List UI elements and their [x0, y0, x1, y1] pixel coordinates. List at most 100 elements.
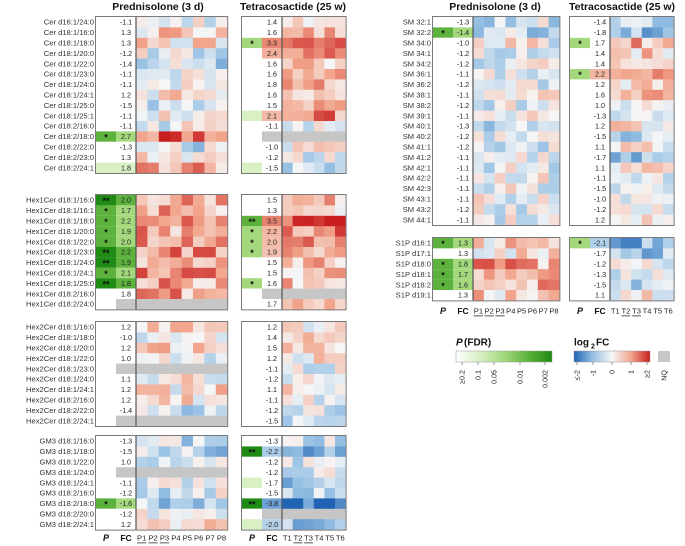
pred-p-cell — [96, 79, 116, 90]
pred-fc-cell — [116, 48, 136, 59]
pred-fc-cell — [453, 183, 473, 194]
pred-sample-cell — [193, 257, 205, 269]
tetra-p-cell — [242, 288, 262, 299]
tetra-sample-cell — [620, 58, 632, 70]
tetra-sample-cell — [631, 214, 643, 226]
pred-sample-cell — [505, 214, 517, 226]
tetra-fc-cell — [590, 27, 610, 38]
tetra-sample-cell — [641, 100, 653, 111]
tetra-fc-cell — [262, 89, 282, 101]
tetra-sample-cell — [663, 48, 674, 59]
pred-panel-hex2cer — [95, 321, 229, 427]
pred-sample-cell — [527, 58, 539, 70]
pred-fc-cell — [116, 332, 136, 343]
tetra-sample-cell — [303, 467, 315, 478]
pred-sample-cell — [181, 384, 194, 396]
pred-sample-cell — [204, 508, 217, 520]
pred-sample-cell — [158, 508, 171, 520]
pred-sample-cell — [548, 27, 560, 39]
pred-sample-cell — [505, 162, 517, 174]
pred-sample-cell — [204, 322, 217, 333]
tetra-sample-cell — [335, 236, 346, 248]
tetra-sample-cell — [610, 89, 621, 101]
tetra-sample-cell — [335, 247, 346, 258]
tetra-sample-cell — [303, 488, 315, 499]
pred-sample-cell — [483, 79, 495, 91]
pred-sample-cell — [158, 141, 171, 153]
pred-fc-value: -1.4 — [120, 59, 132, 68]
pred-fc-value: -1.1 — [120, 18, 132, 27]
pred-sample-cell — [494, 58, 506, 70]
row-label-hex2cer-8: Hex2Cer d18:2/22:0 — [26, 406, 94, 415]
tetra-sample-cell — [313, 353, 325, 364]
pred-sample-cell — [473, 27, 485, 39]
tetra-sample-cell — [324, 79, 336, 91]
tetra-sample-cell — [313, 415, 325, 427]
pred-sample-cell — [170, 299, 182, 310]
tetra-sample-cell — [631, 152, 643, 163]
pred-sample-cell — [147, 288, 160, 300]
pred-sample-cell — [215, 363, 228, 375]
pred-p-cell — [96, 288, 116, 299]
pred-sample-cell — [548, 193, 560, 205]
tetra-sample-cell — [335, 162, 346, 174]
pred-fc-cell — [453, 204, 473, 215]
pred-sample-cell — [136, 353, 148, 364]
tetra-sample-cell — [292, 519, 304, 530]
pred-p-cell — [433, 131, 453, 142]
tetra-p-cell — [570, 279, 590, 290]
tetra-sample-cell — [282, 195, 293, 206]
tetra-significance-mark: ** — [248, 448, 256, 458]
legend-fc-title-sub: 2 — [591, 344, 595, 351]
pred-sample-cell — [204, 405, 217, 416]
tetra-p-cell — [570, 204, 590, 215]
pred-p-cell — [96, 141, 116, 153]
pred-sample-cell — [170, 236, 182, 248]
header-sample-p4-left: P4 — [171, 534, 180, 543]
pred-sample-cell — [537, 121, 549, 132]
row-label-gm3-0: GM3 d18:1/16:0 — [40, 437, 94, 446]
tetra-sample-cell — [610, 290, 621, 301]
pred-fc-value: 1.1 — [121, 375, 131, 384]
tetra-fc-cell — [262, 363, 282, 374]
header-p-tetra-right: P — [577, 306, 584, 316]
pred-sample-cell — [147, 384, 160, 396]
pred-sample-cell — [147, 257, 160, 269]
pred-fc-value: -1.5 — [120, 447, 132, 456]
pred-sample-cell — [548, 173, 560, 184]
pred-sample-cell — [483, 269, 495, 280]
tetra-p-cell — [242, 205, 262, 216]
pred-sample-cell — [170, 363, 182, 375]
legend-fc-tick-label: ≥2 — [643, 370, 652, 378]
pred-sample-cell — [548, 248, 560, 260]
tetra-sample-cell — [641, 27, 653, 39]
tetra-sample-cell — [610, 79, 621, 91]
pred-fc-value: 1.0 — [121, 458, 131, 467]
pred-sample-cell — [548, 48, 560, 59]
pred-fc-value: 2.0 — [121, 196, 131, 205]
pred-sample-cell — [147, 37, 160, 49]
tetra-sample-cell — [663, 279, 674, 291]
tetra-sample-cell — [641, 141, 653, 153]
pred-fc-value: -1.1 — [457, 195, 469, 204]
row-label-sm-1: SM 32:2 — [403, 28, 431, 37]
tetra-sample-cell — [303, 37, 315, 49]
tetra-fc-cell — [262, 162, 282, 173]
tetra-fc-value: 1.1 — [595, 291, 605, 300]
pred-sample-cell — [147, 17, 160, 28]
pred-fc-cell — [453, 214, 473, 225]
tetra-sample-cell — [313, 89, 325, 101]
pred-sample-cell — [537, 193, 549, 205]
tetra-p-cell — [242, 236, 262, 247]
pred-sample-cell — [516, 173, 528, 184]
pred-p-cell — [96, 247, 116, 258]
tetra-fc-value: -1.5 — [594, 280, 606, 289]
pred-sample-cell — [147, 162, 160, 174]
tetra-sample-cell — [610, 279, 621, 291]
tetra-fc-cell — [262, 374, 282, 385]
pred-sample-cell — [215, 131, 228, 143]
tetra-sample-cell — [282, 384, 293, 396]
tetra-p-cell — [570, 162, 590, 173]
tetra-fc-value: 1.6 — [267, 279, 277, 288]
pred-sample-cell — [516, 79, 528, 91]
